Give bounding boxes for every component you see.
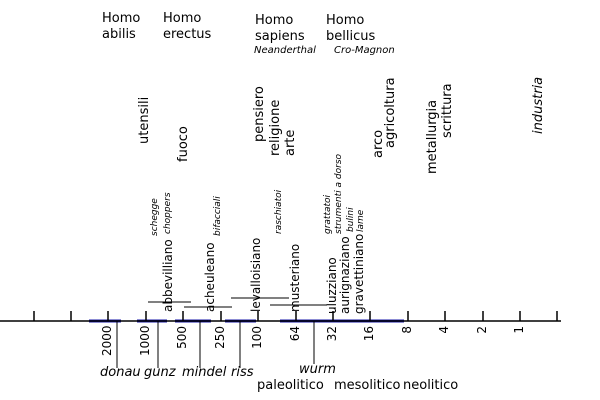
axis-ticks [33,311,558,321]
species-homo-erectus: Homo erectus [163,11,212,42]
glaciation-riss: riss [231,365,254,380]
period-neolitico: neolitico [403,378,459,393]
species-homo-abilis: Homo abilis [102,11,141,42]
axis-tick-label: 500 [175,326,189,349]
axis-tick-label: 250 [213,326,227,349]
axis-tick-label: 16 [362,326,376,342]
glaciation-gunz: gunz [144,365,176,380]
glaciation-donau: donau [100,365,141,380]
axis-tick-label: 32 [325,326,339,342]
axis-tick-label: 4 [437,326,451,334]
axis-tick-label: 100 [250,326,264,349]
glaciation-mindel: mindel [182,365,227,380]
culture-cro-magnon: Cro-Magnon [334,45,395,56]
axis-tick-label: 1 [512,326,526,334]
glaciation-wurm: wurm [299,362,336,377]
axis-tick-label: 64 [288,326,302,342]
axis-tick-label: 2000 [100,325,114,356]
axis-tick-label: 8 [400,326,414,334]
period-mesolitico: mesolitico [334,378,401,393]
culture-neanderthal: Neanderthal [254,45,316,56]
species-homo-bellicus: Homo bellicus [326,13,376,44]
axis-tick-label: 1000 [138,325,152,356]
species-homo-sapiens: Homo sapiens [255,13,305,44]
axis-tick-label: 2 [475,326,489,334]
period-paleolitico: paleolitico [257,378,324,393]
